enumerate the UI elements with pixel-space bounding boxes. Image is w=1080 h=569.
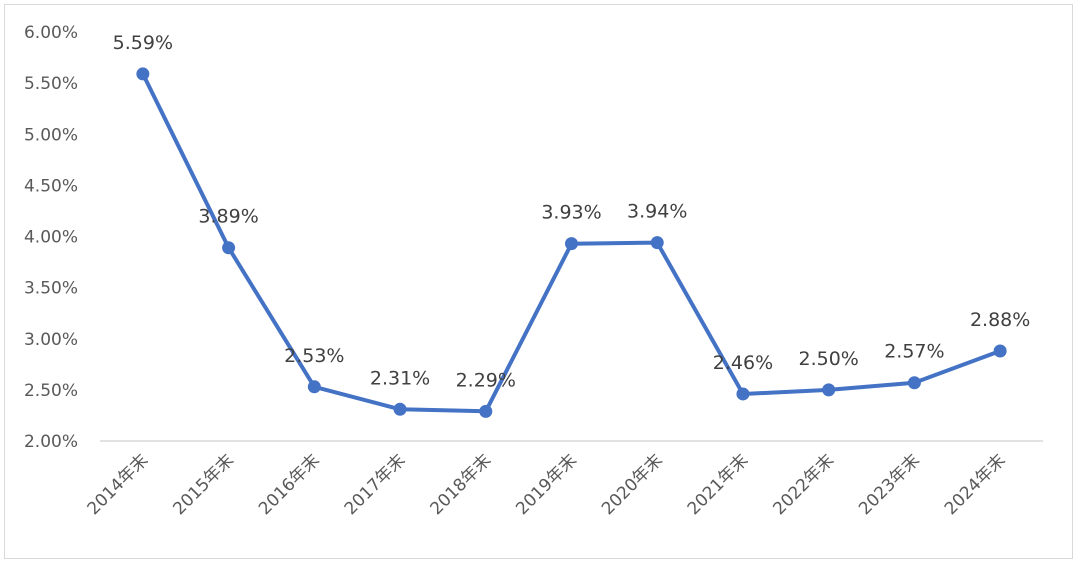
y-tick-label: 5.50% bbox=[24, 74, 78, 94]
data-label: 2.46% bbox=[713, 352, 773, 374]
x-tick-label: 2021年末 bbox=[684, 450, 753, 519]
data-point bbox=[307, 380, 321, 394]
y-tick-label: 3.00% bbox=[24, 330, 78, 350]
data-point bbox=[736, 387, 750, 401]
x-tick-label: 2017年末 bbox=[341, 450, 410, 519]
x-tick-label: 2022年末 bbox=[769, 450, 838, 519]
data-point bbox=[993, 344, 1007, 358]
data-point bbox=[479, 404, 493, 418]
data-label: 3.94% bbox=[627, 201, 687, 223]
data-label: 2.50% bbox=[799, 348, 859, 370]
data-label: 2.53% bbox=[284, 345, 344, 367]
data-point bbox=[136, 67, 150, 81]
data-point bbox=[393, 402, 407, 416]
data-label: 2.57% bbox=[884, 341, 944, 363]
y-tick-label: 4.50% bbox=[24, 176, 78, 196]
data-point bbox=[565, 237, 578, 251]
y-axis: 2.00% 2.50% 3.00% 3.50% 4.00% 4.50% 5.00% 5.50%… bbox=[24, 23, 78, 452]
data-label: 5.59% bbox=[113, 32, 173, 54]
y-tick-label: 3.50% bbox=[24, 279, 78, 299]
data-point bbox=[907, 376, 921, 390]
data-label: 2.31% bbox=[370, 367, 430, 389]
x-tick-label: 2023年末 bbox=[855, 450, 924, 519]
data-label: 2.88% bbox=[970, 309, 1030, 331]
data-labels: 5.59% 3.89% 2.53% 2.31% 2.29% 3.93% 3.94% 2.46%… bbox=[113, 32, 1031, 391]
data-label: 3.89% bbox=[198, 206, 258, 228]
y-tick-label: 5.00% bbox=[24, 125, 78, 145]
data-point bbox=[650, 236, 664, 250]
x-axis: 2014年末 2015年末 2016年末 2017年末 2018年末 2019年末 2020… bbox=[84, 450, 1010, 519]
y-tick-label: 2.00% bbox=[24, 432, 78, 452]
x-tick-label: 2016年末 bbox=[255, 450, 324, 519]
y-tick-label: 2.50% bbox=[24, 381, 78, 401]
y-tick-label: 4.00% bbox=[24, 228, 78, 248]
x-tick-label: 2024年末 bbox=[941, 450, 1010, 519]
data-point bbox=[222, 241, 236, 255]
data-point bbox=[822, 383, 836, 397]
data-points bbox=[136, 67, 1007, 418]
x-tick-label: 2020年末 bbox=[598, 450, 667, 519]
y-tick-label: 6.00% bbox=[24, 23, 78, 43]
chart-frame bbox=[4, 4, 1073, 559]
x-tick-label: 2019年末 bbox=[512, 450, 581, 519]
data-label: 2.29% bbox=[456, 369, 516, 391]
x-tick-label: 2015年末 bbox=[169, 450, 238, 519]
data-label: 3.93% bbox=[541, 202, 601, 224]
x-tick-label: 2018年末 bbox=[427, 450, 496, 519]
x-tick-label: 2014年末 bbox=[84, 450, 153, 519]
